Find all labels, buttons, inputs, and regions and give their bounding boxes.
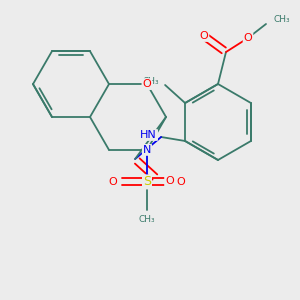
Text: N: N (143, 145, 151, 155)
Text: O: O (177, 177, 185, 187)
Text: O: O (109, 177, 117, 187)
Text: O: O (165, 176, 174, 186)
Text: CH₃: CH₃ (142, 76, 159, 85)
Text: HN: HN (140, 130, 157, 140)
Text: S: S (143, 176, 151, 188)
Text: CH₃: CH₃ (139, 215, 155, 224)
Text: O: O (244, 33, 252, 43)
Text: O: O (200, 31, 208, 41)
Text: CH₃: CH₃ (274, 16, 291, 25)
Text: O: O (142, 79, 152, 89)
